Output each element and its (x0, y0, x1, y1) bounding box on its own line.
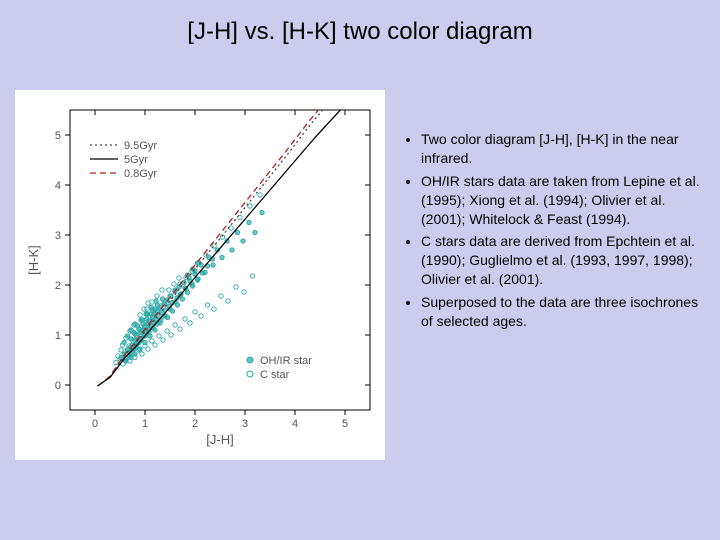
svg-text:2: 2 (55, 280, 61, 292)
svg-text:9.5Gyr: 9.5Gyr (124, 140, 157, 152)
svg-text:1: 1 (55, 330, 61, 342)
svg-text:0: 0 (92, 418, 98, 430)
svg-text:4: 4 (55, 180, 61, 192)
bullet-item: Two color diagram [J-H], [H-K] in the ne… (421, 130, 705, 168)
svg-text:5: 5 (55, 130, 61, 142)
bullet-list: Two color diagram [J-H], [H-K] in the ne… (405, 130, 705, 335)
svg-text:4: 4 (292, 418, 298, 430)
bullet-item: Superposed to the data are three isochro… (421, 293, 705, 331)
svg-text:3: 3 (242, 418, 248, 430)
bullet-item: OH/IR stars data are taken from Lepine e… (421, 172, 705, 229)
svg-text:5Gyr: 5Gyr (124, 154, 148, 166)
slide-title: [J-H] vs. [H-K] two color diagram (0, 18, 720, 46)
svg-text:5: 5 (342, 418, 348, 430)
svg-text:2: 2 (192, 418, 198, 430)
svg-text:1: 1 (142, 418, 148, 430)
svg-text:0: 0 (55, 380, 61, 392)
svg-text:[J-H]: [J-H] (206, 432, 233, 447)
svg-text:3: 3 (55, 230, 61, 242)
bullet-item: C stars data are derived from Epchtein e… (421, 232, 705, 289)
svg-text:0.8Gyr: 0.8Gyr (124, 168, 157, 180)
svg-text:C star: C star (260, 369, 290, 381)
svg-text:[H-K]: [H-K] (26, 245, 41, 275)
two-color-chart: 0 1 2 3 4 5 0 1 2 3 4 5 [J-H] [H-K] 9.5Gyr 5Gyr 0.8Gyr OH… (15, 90, 385, 460)
svg-text:OH/IR star: OH/IR star (260, 355, 312, 367)
